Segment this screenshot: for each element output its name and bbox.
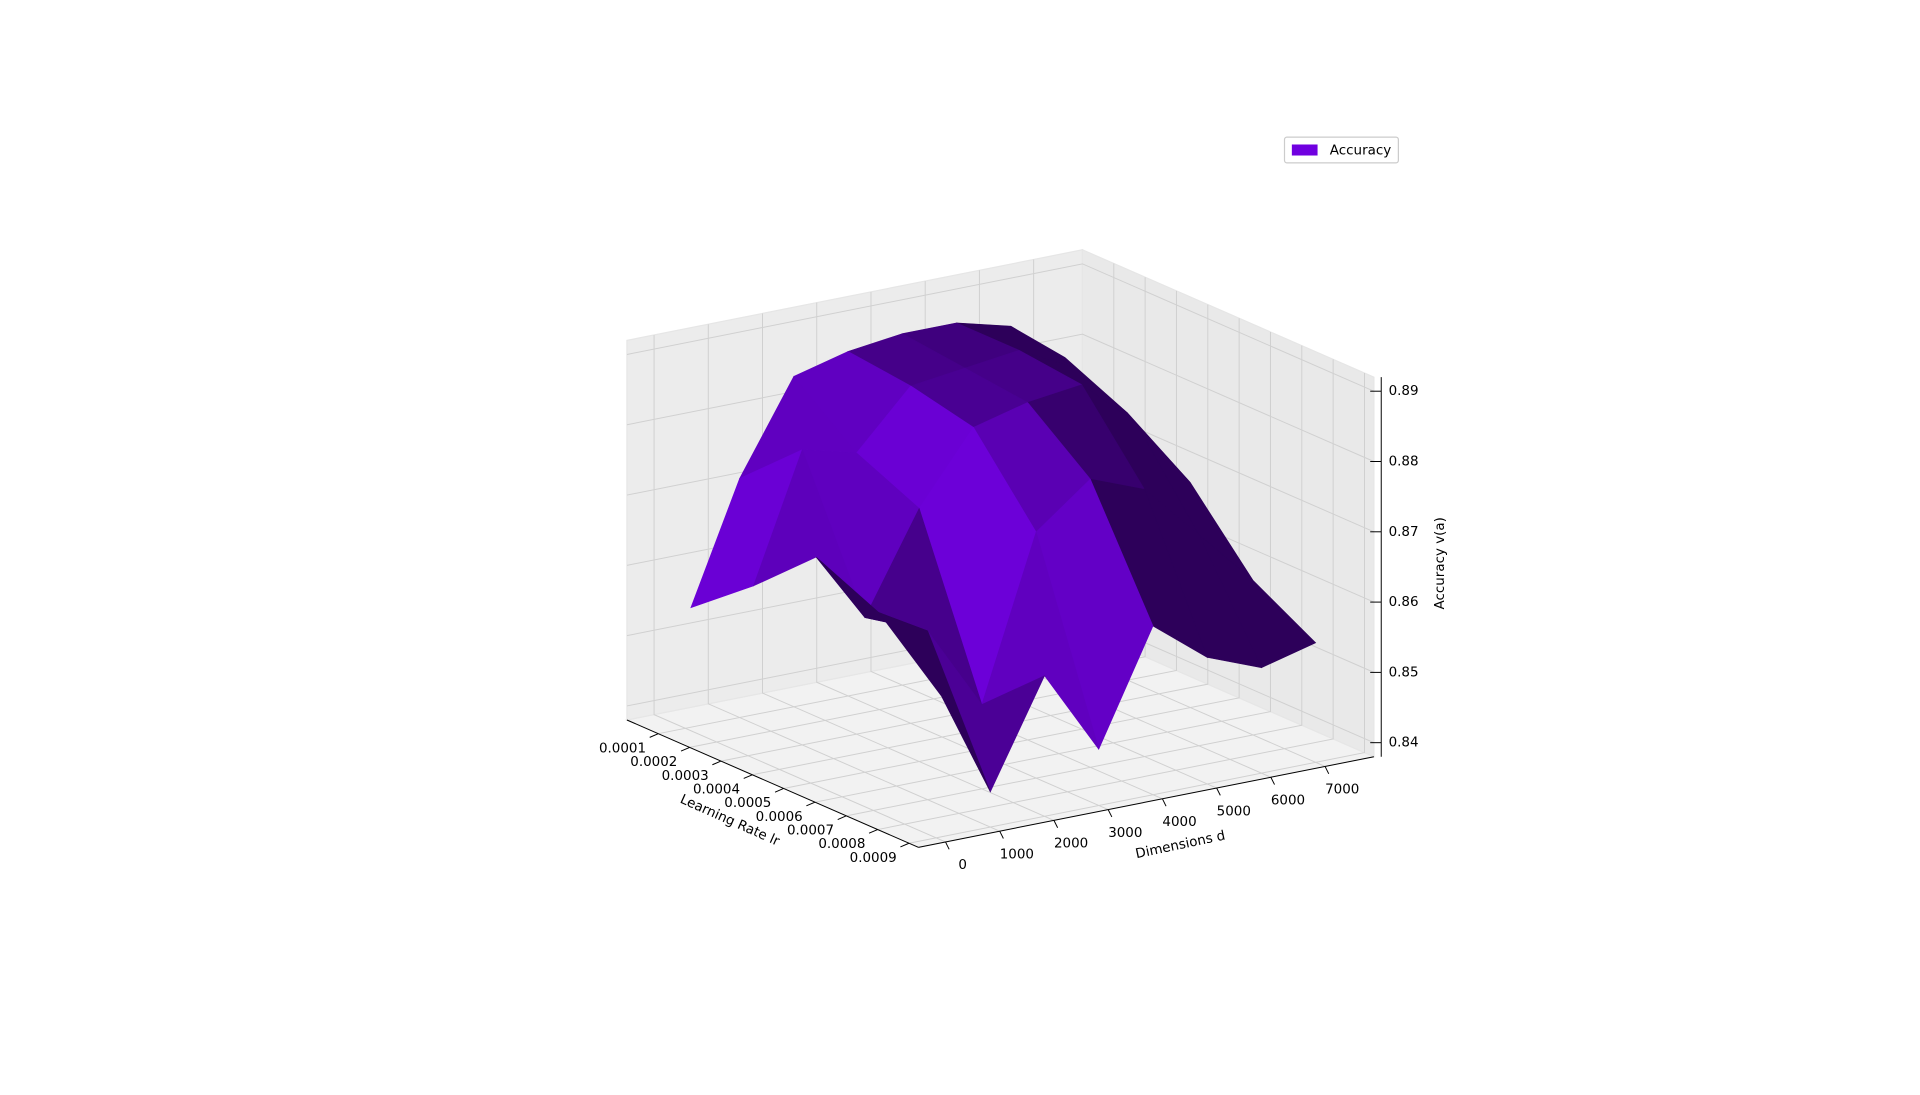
x-tick-label: 0.0006 [756, 810, 803, 825]
y-tick [1216, 787, 1221, 796]
x-tick [680, 746, 690, 752]
y-tick-label: 7000 [1325, 783, 1359, 798]
x-tick [806, 801, 816, 807]
z-tick-label: 0.89 [1389, 384, 1419, 399]
x-tick [774, 788, 784, 793]
x-tick [900, 842, 910, 848]
grid-line [814, 331, 1271, 803]
legend: Accuracy [1283, 136, 1399, 164]
x-tick [837, 815, 847, 820]
y-tick-label: 4000 [1162, 815, 1196, 830]
z-tick-label: 0.85 [1389, 665, 1419, 680]
y-tick-label: 6000 [1271, 794, 1305, 809]
y-tick [945, 841, 950, 850]
x-tick-label: 0.0003 [662, 769, 709, 784]
grid-line [752, 304, 1209, 776]
x-tick [743, 774, 753, 779]
grid-line [877, 359, 1334, 831]
z-tick-label: 0.84 [1389, 736, 1419, 751]
y-tick [1161, 798, 1167, 807]
y-tick-label: 3000 [1108, 826, 1142, 841]
z-axis-label: Accuracy v(a) [1433, 517, 1448, 609]
x-tick [649, 733, 659, 738]
y-tick-label: 5000 [1217, 804, 1251, 819]
z-tick-label: 0.87 [1389, 525, 1419, 540]
legend-swatch [1291, 144, 1318, 156]
x-tick-label: 0.0004 [693, 782, 740, 797]
grid-line [908, 373, 1365, 844]
y-tick [1270, 777, 1275, 785]
grid-line [653, 335, 946, 843]
y-tick [999, 830, 1004, 839]
x-tick-label: 0.0002 [630, 755, 677, 770]
grid-line [689, 277, 1146, 748]
legend-label: Accuracy [1330, 144, 1391, 159]
plot-area: 0.00010.00020.00030.00040.00050.00060.00… [599, 136, 1448, 873]
z-tick-label: 0.86 [1389, 595, 1419, 610]
y-tick [1053, 820, 1059, 828]
x-tick [868, 829, 878, 834]
y-tick-label: 1000 [1000, 847, 1034, 862]
grid-line [626, 263, 1375, 392]
y-tick [1107, 809, 1113, 818]
grid-line [846, 345, 1303, 817]
x-tick [712, 760, 722, 766]
grid-line [720, 290, 1177, 762]
x-axis [626, 719, 919, 848]
y-tick-label: 0 [958, 858, 967, 873]
x-tick-label: 0.0009 [850, 851, 897, 866]
x-tick-label: 0.0008 [818, 837, 865, 852]
y-axis [918, 756, 1374, 848]
y-axis-label: Dimensions d [1134, 829, 1226, 863]
y-tick [1324, 766, 1330, 775]
y-tick-label: 2000 [1054, 837, 1088, 852]
legend-frame [1283, 136, 1399, 164]
x-tick-label: 0.0001 [599, 741, 646, 756]
grid-line [707, 324, 1000, 832]
grid-line [783, 318, 1240, 789]
x-tick-label: 0.0007 [787, 824, 834, 839]
x-tick-label: 0.0005 [724, 796, 771, 811]
surface-patch [877, 611, 991, 793]
grid-line [626, 333, 1375, 462]
z-tick-label: 0.88 [1389, 455, 1419, 470]
